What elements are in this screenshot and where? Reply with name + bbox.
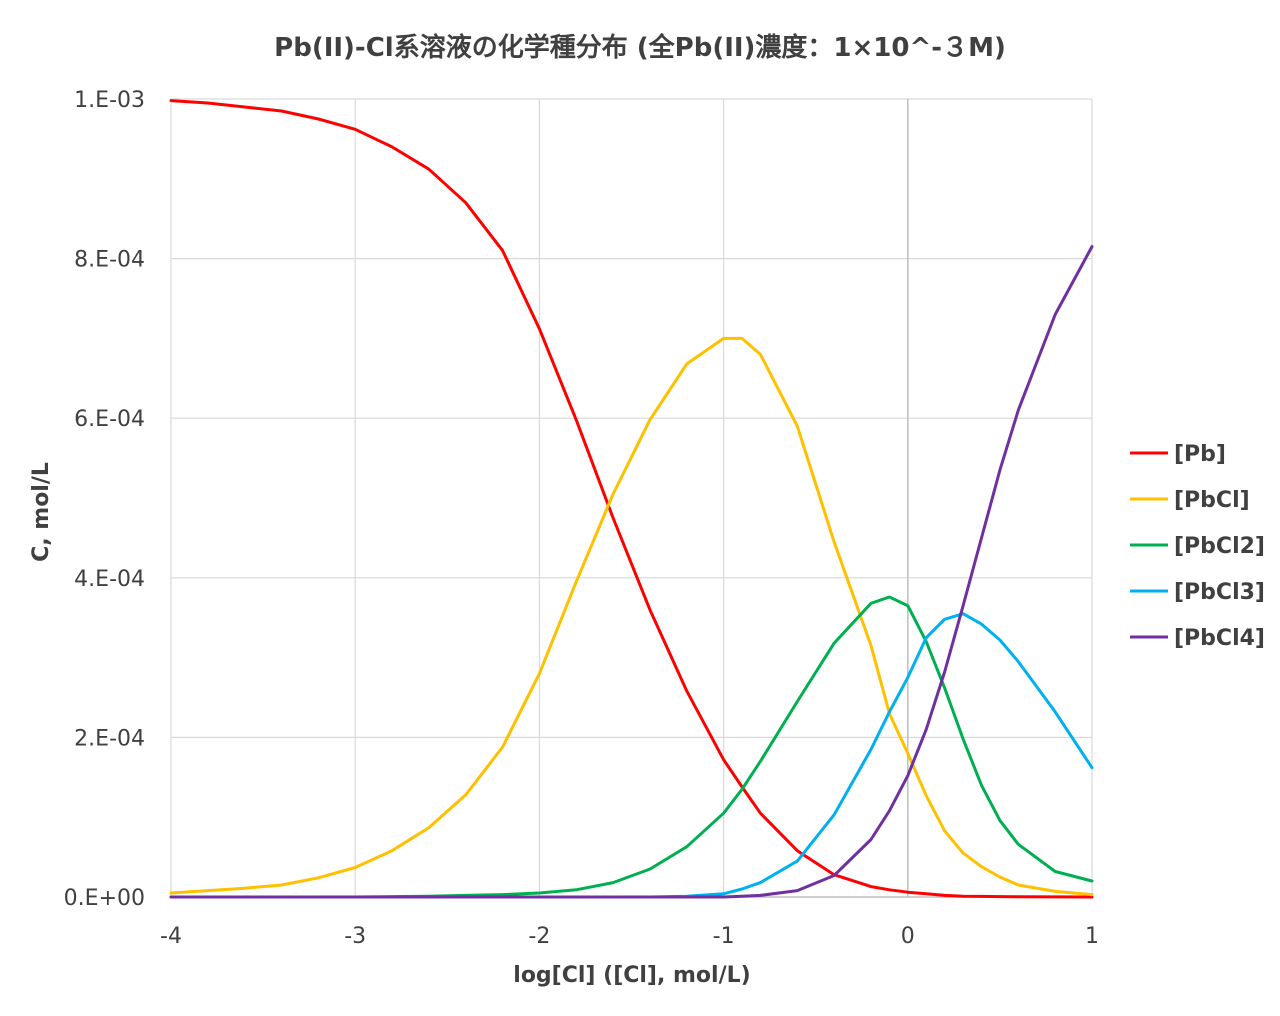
- y-tick-label: 4.E-04: [74, 567, 145, 592]
- y-tick-label: 2.E-04: [74, 726, 145, 751]
- x-tick-label: -1: [713, 924, 735, 949]
- y-tick-label: 8.E-04: [74, 248, 145, 273]
- x-tick-label: 0: [901, 924, 915, 949]
- series-line-0: [169, 99, 1094, 899]
- legend-label: [PbCl3]: [1174, 580, 1265, 605]
- y-axis-label: C, mol/L: [29, 462, 54, 562]
- y-tick-label: 6.E-04: [74, 407, 145, 432]
- legend-label: [PbCl4]: [1174, 626, 1265, 651]
- x-tick-label: 1: [1085, 924, 1099, 949]
- series-line-4: [169, 245, 1094, 899]
- y-tick-label: 1.E-03: [74, 88, 145, 113]
- legend-label: [PbCl2]: [1174, 534, 1265, 559]
- x-axis-label: log[Cl] ([Cl], mol/L): [513, 963, 750, 988]
- chart-title: Pb(II)-Cl系溶液の化学種分布 (全Pb(II)濃度：1×10^-３M): [274, 32, 1006, 63]
- legend-label: [Pb]: [1174, 442, 1226, 467]
- x-tick-label: -4: [160, 924, 182, 949]
- legend-label: [PbCl]: [1174, 488, 1250, 513]
- x-tick-label: -3: [344, 924, 366, 949]
- series-lines: [169, 99, 1094, 899]
- legend: [Pb] [PbCl] [PbCl2] [PbCl3] [PbCl4]: [1130, 442, 1265, 651]
- series-line-1: [169, 336, 1094, 897]
- x-tick-label: -2: [528, 924, 550, 949]
- tick-labels: 0.E+00 2.E-04 4.E-04 6.E-04 8.E-04 1.E-03 -4 -3…: [64, 88, 1099, 949]
- y-tick-label: 0.E+00: [64, 886, 145, 911]
